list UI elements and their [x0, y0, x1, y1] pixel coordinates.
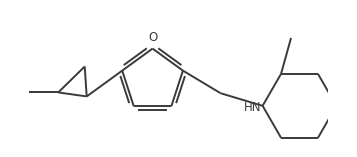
Text: HN: HN	[244, 101, 262, 114]
Text: O: O	[148, 31, 157, 44]
